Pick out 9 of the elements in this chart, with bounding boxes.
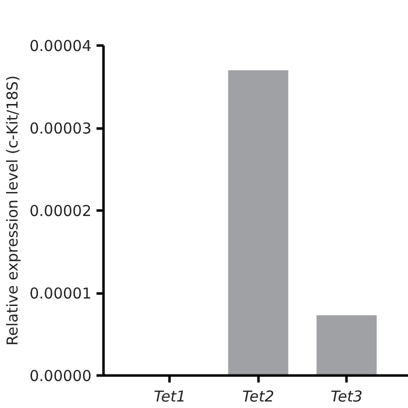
- y-axis-title: Relative expression level (c-Kit/18S): [3, 75, 22, 346]
- y-tick-label: 0.00002: [29, 202, 92, 220]
- x-tick-label: Tet2: [242, 388, 274, 406]
- x-tick-label: Tet3: [330, 388, 363, 406]
- y-tick-label: 0.00003: [29, 120, 92, 138]
- y-tick-label: 0.00004: [29, 37, 92, 55]
- y-tick-label: 0.00001: [29, 284, 92, 302]
- x-tick-label: Tet1: [154, 388, 186, 406]
- y-tick-label: 0.00000: [29, 367, 92, 385]
